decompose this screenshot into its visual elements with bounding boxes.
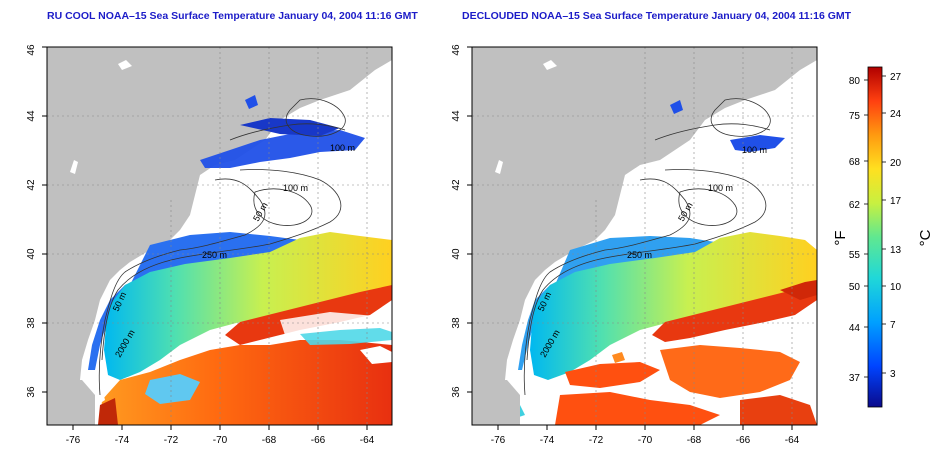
y-tick-label: 42 xyxy=(451,179,462,191)
y-tick-label: 36 xyxy=(451,386,462,398)
sst-coastal-warm xyxy=(612,352,625,363)
x-tick-label: -74 xyxy=(540,435,555,446)
x-tick-label: -70 xyxy=(638,435,653,446)
f-tick-label: 75 xyxy=(849,111,861,122)
contour-label: 100 m xyxy=(742,145,767,155)
c-tick-label: 17 xyxy=(890,196,902,207)
right-map-image xyxy=(472,47,817,425)
f-tick-label: 50 xyxy=(849,282,861,293)
lake xyxy=(70,160,78,174)
x-tick-label: -72 xyxy=(164,435,179,446)
sst-blue-small xyxy=(245,95,258,109)
sst-gulf-maine xyxy=(730,135,785,152)
left-y-axis: 36 38 40 42 44 46 xyxy=(26,44,47,398)
sst-slope-water xyxy=(530,232,817,380)
y-tick-label: 38 xyxy=(26,317,37,329)
fahrenheit-ticks: 80 75 68 62 55 50 44 37 xyxy=(849,76,861,384)
y-tick-label: 46 xyxy=(26,44,37,56)
x-tick-label: -70 xyxy=(213,435,228,446)
x-tick-label: -68 xyxy=(262,435,277,446)
sst-sargasso xyxy=(100,340,392,425)
right-map-title: DECLOUDED NOAA–15 Sea Surface Temperatur… xyxy=(462,10,852,22)
c-tick-label: 20 xyxy=(890,158,902,169)
x-tick-label: -66 xyxy=(736,435,751,446)
c-tick-label: 13 xyxy=(890,245,902,256)
contour-label: 250 m xyxy=(627,250,652,260)
graticule xyxy=(47,47,392,425)
f-tick-label: 44 xyxy=(849,323,861,334)
y-tick-label: 46 xyxy=(451,44,462,56)
c-tick-label: 24 xyxy=(890,109,902,120)
f-tick-label: 80 xyxy=(849,76,861,87)
c-tick-label: 3 xyxy=(890,369,896,380)
y-tick-label: 40 xyxy=(26,248,37,260)
f-tick-label: 62 xyxy=(849,200,861,211)
lake xyxy=(543,60,557,70)
sst-gulf-maine-2 xyxy=(240,118,340,136)
x-tick-label: -74 xyxy=(115,435,130,446)
left-x-axis: -76 -74 -72 -70 -68 -66 -64 xyxy=(66,425,375,446)
left-map: 100 m 50 m 250 m 50 m 2000 m 100 m -76 -… xyxy=(26,44,393,446)
f-tick-label: 55 xyxy=(849,250,861,261)
cloud-streak xyxy=(300,328,392,345)
sst-warm-patch xyxy=(660,345,800,398)
land-carolina xyxy=(47,380,95,425)
celsius-unit-label: °C xyxy=(917,229,934,246)
y-tick-label: 44 xyxy=(451,110,462,122)
y-tick-label: 38 xyxy=(451,317,462,329)
sst-gulf-stream xyxy=(652,285,817,342)
right-map: 100 m 50 m 250 m 50 m 2000 m 100 m -76 -… xyxy=(451,44,818,446)
sst-gulf-maine xyxy=(200,130,365,168)
sst-shelf xyxy=(518,236,715,370)
c-tick-label: 7 xyxy=(890,320,896,331)
land-carolina xyxy=(472,380,520,425)
right-y-axis: 36 38 40 42 44 46 xyxy=(451,44,472,398)
c-tick-label: 10 xyxy=(890,282,902,293)
contour-label: 100 m xyxy=(283,183,308,193)
contour-label: 100 m xyxy=(330,143,355,153)
cloud-patch xyxy=(145,374,200,404)
colorbar: 80 75 68 62 55 50 44 37 27 24 20 17 13 1… xyxy=(832,66,934,408)
left-map-title: RU COOL NOAA–15 Sea Surface Temperature … xyxy=(47,10,418,22)
y-tick-label: 36 xyxy=(26,386,37,398)
x-tick-label: -66 xyxy=(311,435,326,446)
sst-gulf-stream-north xyxy=(780,280,817,300)
sst-shelf xyxy=(88,232,300,370)
bathymetry-contours xyxy=(98,98,346,396)
colorbar-gradient xyxy=(867,66,883,408)
x-tick-label: -76 xyxy=(66,435,81,446)
sst-warm-patch xyxy=(565,362,660,388)
c-tick-label: 27 xyxy=(890,72,902,83)
x-tick-label: -76 xyxy=(491,435,506,446)
celsius-ticks: 27 24 20 17 13 10 7 3 xyxy=(890,72,902,380)
sst-blue-small xyxy=(670,100,683,114)
x-tick-label: -64 xyxy=(785,435,800,446)
bathymetry-contours xyxy=(523,98,771,396)
sst-cape-hatteras xyxy=(98,398,118,425)
contour-label: 250 m xyxy=(202,250,227,260)
y-tick-label: 40 xyxy=(451,248,462,260)
sst-warm-patch xyxy=(740,395,817,425)
f-tick-label: 37 xyxy=(849,373,861,384)
lake xyxy=(495,160,503,174)
x-tick-label: -64 xyxy=(360,435,375,446)
right-x-axis: -76 -74 -72 -70 -68 -66 -64 xyxy=(491,425,800,446)
f-tick-label: 68 xyxy=(849,157,861,168)
sst-slope-water xyxy=(104,232,392,380)
lake xyxy=(118,60,132,70)
y-tick-label: 44 xyxy=(26,110,37,122)
graticule xyxy=(472,47,817,425)
fahrenheit-unit-label: °F xyxy=(832,230,849,245)
x-tick-label: -72 xyxy=(589,435,604,446)
cloud-patch xyxy=(360,346,392,364)
contour-label: 100 m xyxy=(708,183,733,193)
sst-gulf-stream xyxy=(225,285,392,345)
left-map-image xyxy=(47,47,392,425)
y-tick-label: 42 xyxy=(26,179,37,191)
x-tick-label: -68 xyxy=(687,435,702,446)
